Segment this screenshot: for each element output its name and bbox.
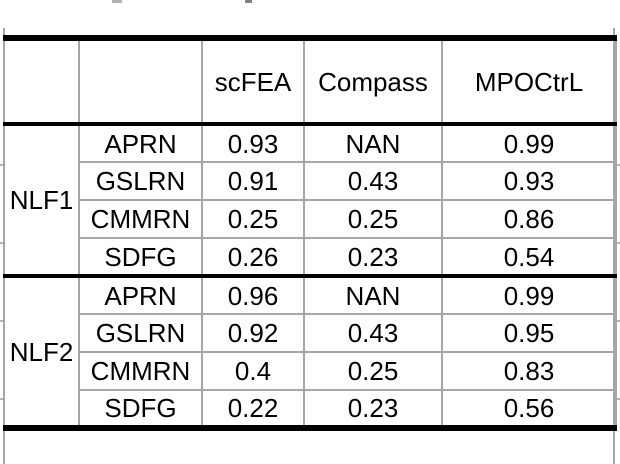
header-empty-cell (3, 37, 80, 125)
table-row: GSLRN 0.91 0.43 0.93 (4, 161, 617, 201)
table-cell: NAN (303, 122, 443, 163)
table-cell: 0.91 (201, 161, 305, 201)
table-cell: 0.25 (201, 199, 305, 239)
cropped-gridline-stub (615, 242, 620, 244)
cropped-gridline-stub (0, 398, 4, 400)
cropped-gridline-stub (615, 164, 620, 166)
table-cell: 0.92 (201, 313, 305, 353)
table-cell: NAN (303, 274, 443, 315)
table-row: GSLRN 0.92 0.43 0.95 (4, 313, 617, 353)
row-group-label-nlf2: NLF2 (3, 274, 80, 429)
table-cell: 0.4 (201, 351, 305, 391)
table-cell: 0.43 (303, 161, 443, 201)
table-cell: 0.96 (201, 274, 305, 315)
row-label: GSLRN (78, 313, 203, 353)
table-cell: 0.99 (441, 274, 617, 315)
table-row: NLF2 APRN 0.96 NAN 0.99 (3, 274, 617, 429)
table-cell: 0.83 (441, 351, 617, 391)
table-cell: 0.99 (441, 122, 617, 163)
results-table: scFEA Compass MPOCtrL NLF1 APRN 0.93 NAN… (3, 35, 617, 431)
table-row: CMMRN 0.25 0.25 0.86 (4, 199, 617, 239)
table-row: SDFG 0.22 0.23 0.56 (4, 389, 617, 429)
cropped-gridline-stub (615, 320, 620, 322)
table-cell: 0.23 (303, 237, 443, 277)
row-label: CMMRN (78, 351, 203, 391)
table-row: CMMRN 0.4 0.25 0.83 (4, 351, 617, 391)
table-header: scFEA Compass MPOCtrL (3, 37, 617, 125)
table-cell: 0.43 (303, 313, 443, 353)
cropped-text-fragment (112, 0, 122, 3)
cropped-text-fragment (245, 0, 252, 3)
table-cell: 0.86 (441, 199, 617, 239)
group-nlf2: NLF2 APRN 0.96 NAN 0.99 GSLRN 0.92 0.43 … (3, 274, 617, 429)
row-label: GSLRN (78, 161, 203, 201)
row-label: SDFG (78, 389, 203, 429)
header-empty-cell (78, 37, 203, 125)
table-cell: 0.93 (201, 122, 305, 163)
table-cell: 0.56 (441, 389, 617, 429)
header-row: scFEA Compass MPOCtrL (3, 37, 617, 125)
cropped-gridline-stub (0, 320, 4, 322)
cropped-gridline-stub (0, 242, 4, 244)
row-label: SDFG (78, 237, 203, 277)
row-label: APRN (78, 274, 203, 315)
table-cell: 0.22 (201, 389, 305, 429)
table-cell: 0.25 (303, 351, 443, 391)
cropped-gridline-stub (0, 164, 4, 166)
table-cell: 0.54 (441, 237, 617, 277)
table-row: SDFG 0.26 0.23 0.54 (4, 237, 617, 277)
row-label: APRN (78, 122, 203, 163)
group-nlf1: NLF1 APRN 0.93 NAN 0.99 GSLRN 0.91 0.43 … (3, 122, 617, 277)
row-label: CMMRN (78, 199, 203, 239)
cropped-gridline-stub (615, 398, 620, 400)
row-group-label-nlf1: NLF1 (3, 122, 80, 277)
table-cell: 0.23 (303, 389, 443, 429)
table-cell: 0.26 (201, 237, 305, 277)
table-cell: 0.95 (441, 313, 617, 353)
table-cell: 0.93 (441, 161, 617, 201)
table-row: NLF1 APRN 0.93 NAN 0.99 (3, 122, 617, 277)
column-header-scfea: scFEA (201, 37, 305, 125)
table-cell: 0.25 (303, 199, 443, 239)
column-header-mpoctrl: MPOCtrL (441, 37, 617, 125)
column-header-compass: Compass (303, 37, 443, 125)
